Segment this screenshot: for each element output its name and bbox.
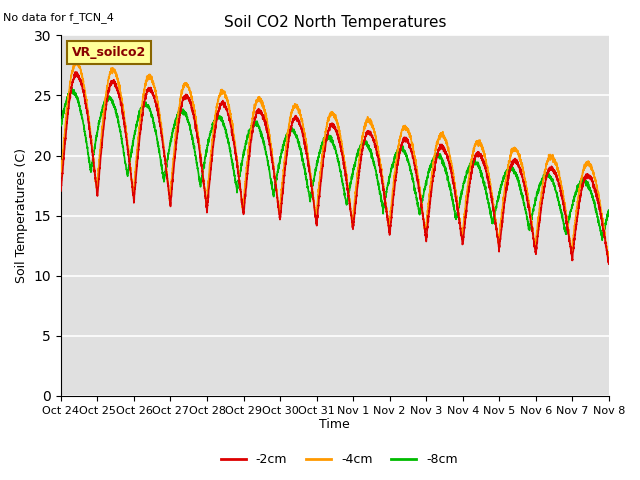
Y-axis label: Soil Temperatures (C): Soil Temperatures (C) xyxy=(15,148,28,283)
Text: VR_soilco2: VR_soilco2 xyxy=(72,47,147,60)
X-axis label: Time: Time xyxy=(319,419,350,432)
Legend: -2cm, -4cm, -8cm: -2cm, -4cm, -8cm xyxy=(216,448,463,471)
Title: Soil CO2 North Temperatures: Soil CO2 North Temperatures xyxy=(223,15,446,30)
Text: No data for f_TCN_4: No data for f_TCN_4 xyxy=(3,12,114,23)
